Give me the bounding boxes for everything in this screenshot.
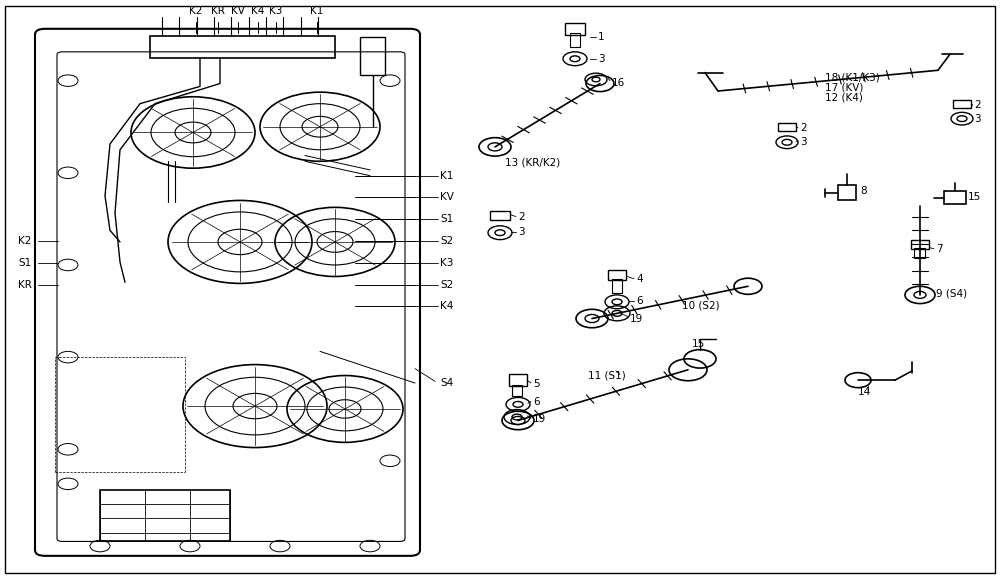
Text: K3: K3 [269, 6, 283, 16]
Text: 12 (K4): 12 (K4) [825, 93, 863, 103]
Text: 5: 5 [533, 378, 540, 389]
Text: 3: 3 [518, 226, 525, 237]
Text: KR: KR [18, 279, 32, 290]
Text: 19: 19 [630, 314, 643, 324]
Bar [565, 23, 585, 35]
Bar [612, 279, 622, 293]
Bar [509, 374, 527, 386]
Text: K2: K2 [18, 236, 31, 246]
Bar [512, 385, 522, 396]
Text: 16: 16 [612, 78, 625, 88]
Text: S2: S2 [440, 279, 453, 290]
Text: 15: 15 [968, 192, 981, 202]
Text: K1: K1 [310, 6, 324, 16]
Bar [150, 36, 335, 58]
Text: 3: 3 [598, 54, 605, 64]
Bar [914, 248, 925, 258]
Text: 17 (KV): 17 (KV) [825, 82, 863, 93]
Text: S4: S4 [440, 378, 453, 388]
Text: 14: 14 [858, 386, 871, 397]
Text: 11 (S1): 11 (S1) [588, 370, 626, 381]
Text: 6: 6 [636, 295, 643, 306]
Text: 2: 2 [974, 100, 981, 110]
Bar [838, 185, 856, 200]
Bar [944, 191, 966, 204]
Text: 4: 4 [636, 274, 643, 285]
Text: S1: S1 [18, 257, 31, 268]
Text: 6: 6 [533, 397, 540, 407]
Text: 1: 1 [598, 32, 605, 43]
Text: 3: 3 [800, 137, 807, 147]
Text: S2: S2 [440, 236, 453, 246]
Text: 2: 2 [800, 123, 807, 133]
Bar [911, 240, 929, 249]
Text: 13 (KR/K2): 13 (KR/K2) [505, 157, 560, 168]
Text: S1: S1 [440, 214, 453, 224]
Text: K1: K1 [440, 170, 453, 181]
Text: 8: 8 [860, 186, 867, 196]
Text: K4: K4 [251, 6, 265, 16]
Bar [490, 211, 510, 220]
Text: K3: K3 [440, 257, 453, 268]
Text: 7: 7 [936, 244, 943, 254]
Text: KR: KR [211, 6, 225, 16]
Text: 10 (S2): 10 (S2) [682, 300, 720, 310]
Text: KV: KV [440, 192, 454, 202]
Bar [570, 33, 580, 47]
Text: 15: 15 [692, 339, 705, 350]
Bar [778, 123, 796, 131]
Text: 18 (K1/K3): 18 (K1/K3) [825, 72, 880, 82]
Text: K2: K2 [189, 6, 203, 16]
Text: 2: 2 [518, 211, 525, 222]
Text: 19: 19 [533, 414, 546, 425]
Bar [100, 490, 230, 541]
Text: 9 (S4): 9 (S4) [936, 289, 967, 299]
Bar [608, 270, 626, 280]
Text: KV: KV [231, 6, 245, 16]
Bar [953, 100, 971, 108]
Text: 3: 3 [974, 113, 981, 124]
Bar [360, 37, 385, 75]
Text: K4: K4 [440, 301, 453, 312]
